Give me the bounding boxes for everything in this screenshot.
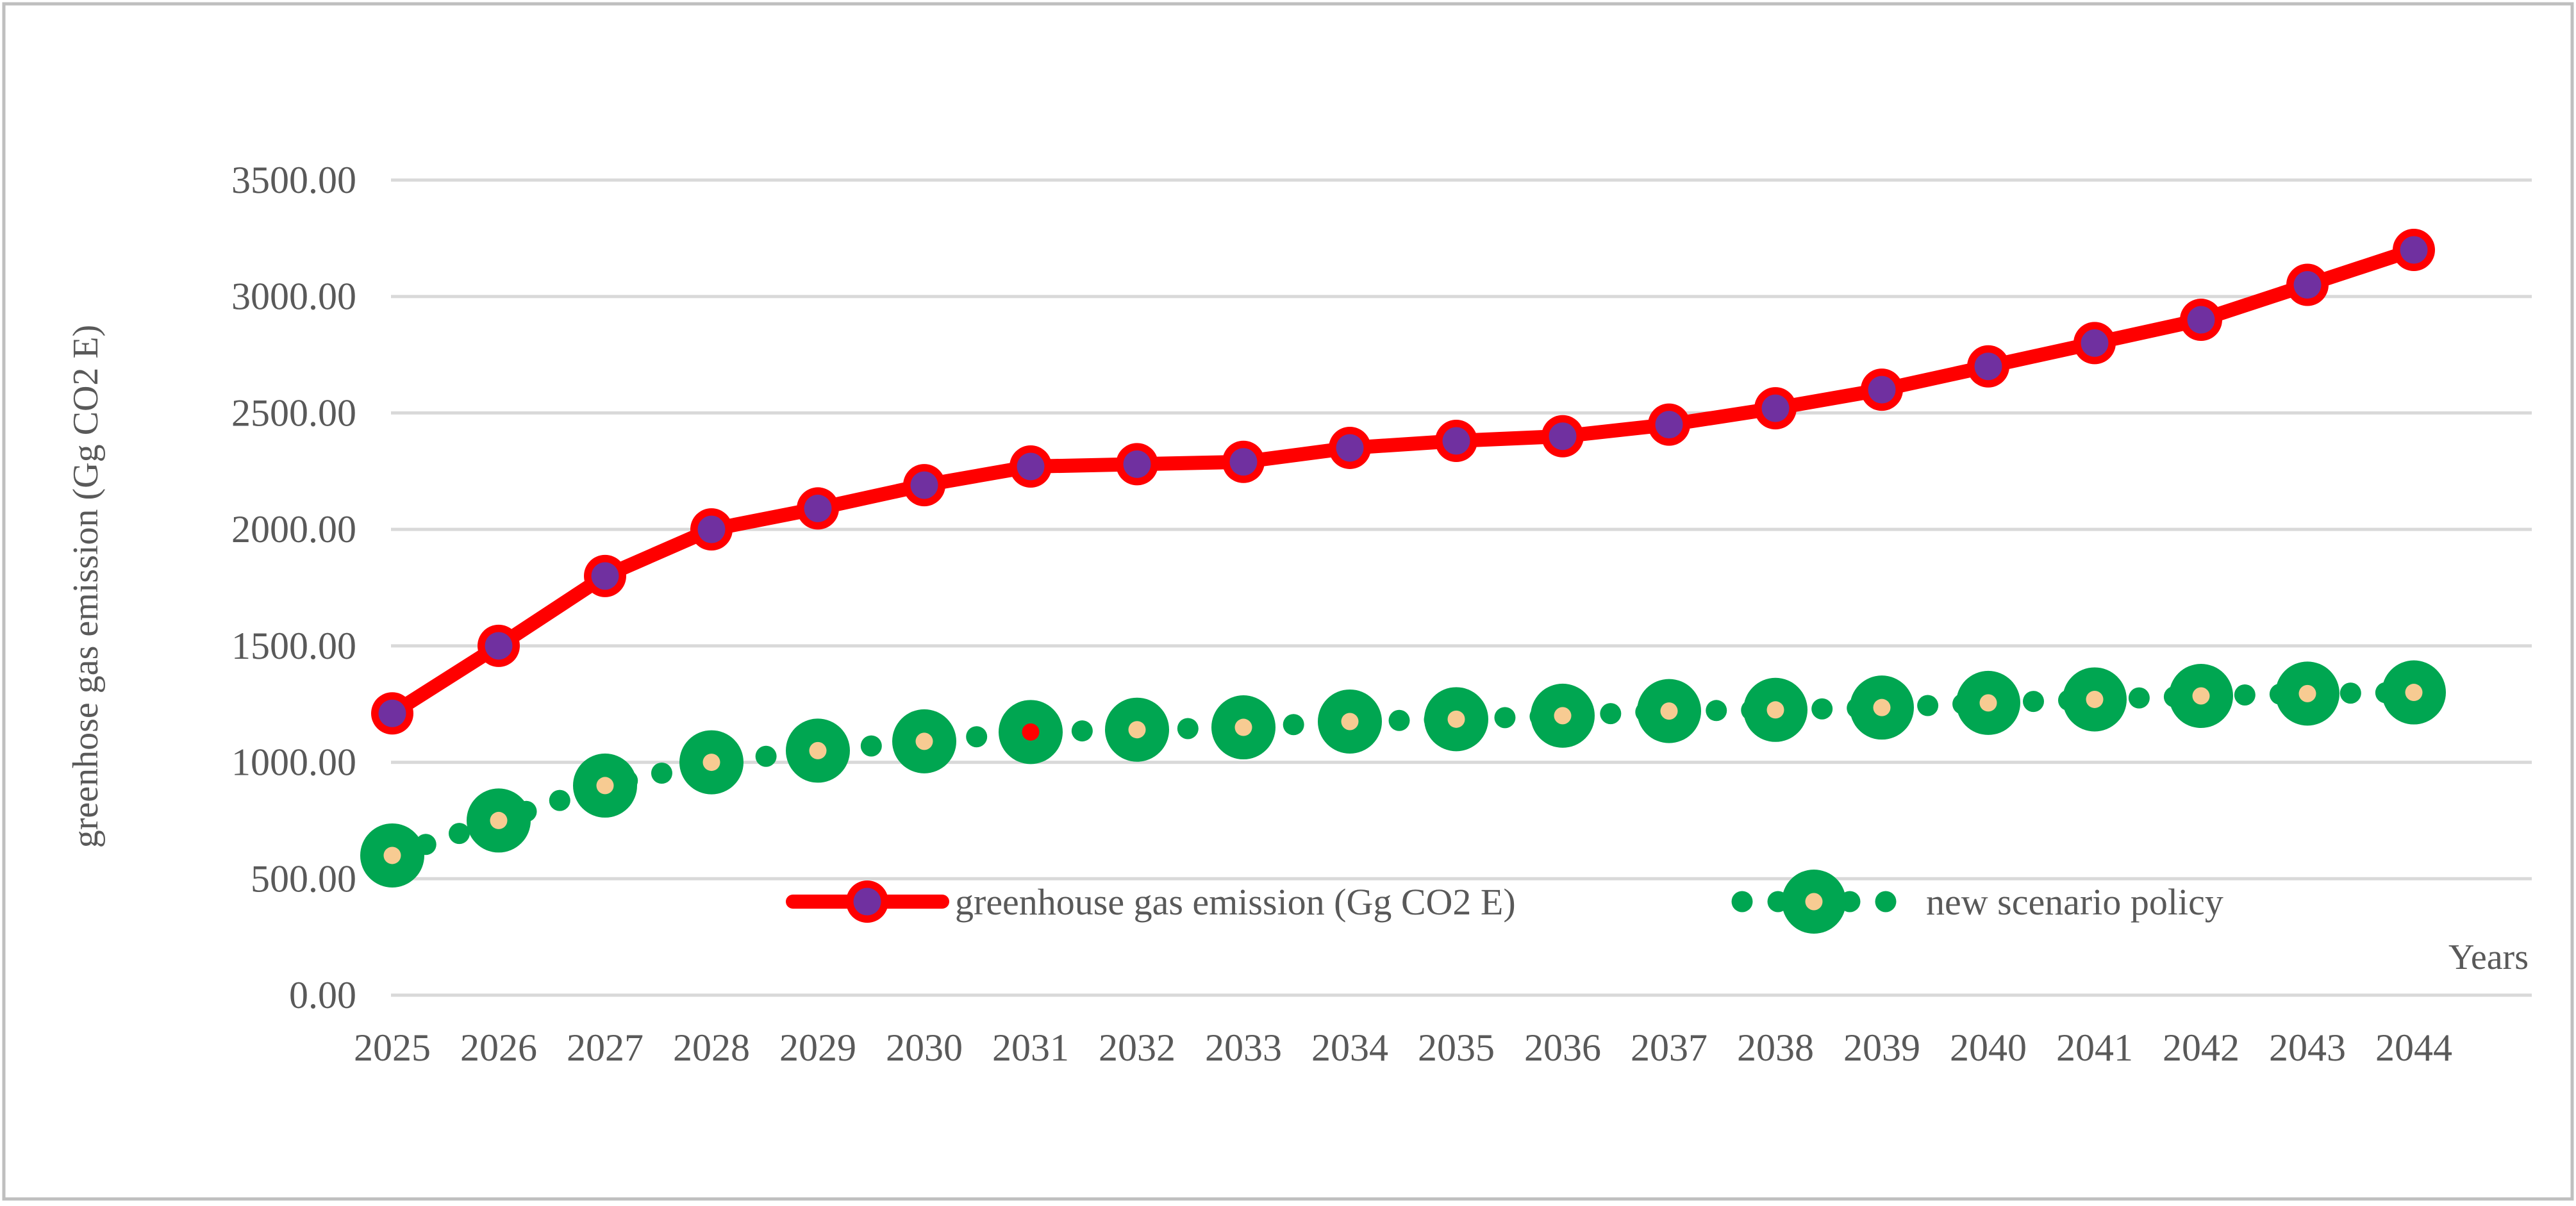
legend-label-emission: greenhouse gas emission (Gg CO2 E)	[955, 881, 1516, 923]
emission-data-point-center	[1336, 434, 1364, 462]
y-tick-label: 500.00	[251, 857, 356, 900]
policy-data-point-center	[490, 811, 508, 829]
emission-data-point-center	[1974, 352, 2002, 381]
policy-data-point-center	[915, 732, 933, 750]
emission-data-point-center	[2293, 271, 2322, 299]
x-tick-label: 2027	[567, 1027, 644, 1069]
y-tick-label: 3500.00	[231, 159, 356, 201]
x-axis-title: Years	[2448, 938, 2529, 977]
emission-data-point-center	[1123, 450, 1151, 478]
x-tick-label: 2042	[2163, 1027, 2239, 1069]
emission-data-point-center	[1017, 452, 1045, 481]
x-tick-label: 2028	[673, 1027, 750, 1069]
emission-data-point-center	[485, 632, 513, 660]
x-tick-label: 2025	[354, 1027, 431, 1069]
policy-data-point-center	[1341, 713, 1359, 731]
policy-data-point-center	[1979, 694, 1997, 712]
x-tick-label: 2040	[1950, 1027, 2027, 1069]
series-layer	[360, 229, 2446, 888]
emission-data-point-center	[1442, 427, 1470, 455]
emission-data-point-center	[591, 562, 619, 590]
x-tick-label: 2039	[1843, 1027, 1920, 1069]
policy-data-point-center	[383, 847, 401, 864]
x-tick-label: 2043	[2269, 1027, 2346, 1069]
y-tick-label: 0.00	[289, 974, 356, 1016]
x-tick-label: 2037	[1631, 1027, 1708, 1069]
y-axis-title: greenhose gas emission (Gg CO2 E)	[66, 325, 106, 848]
policy-data-point-center	[1447, 710, 1465, 728]
x-tick-label: 2032	[1099, 1027, 1176, 1069]
x-tick-label: 2034	[1311, 1027, 1388, 1069]
y-tick-label: 1000.00	[231, 741, 356, 784]
emission-data-point-center	[1549, 422, 1577, 450]
y-tick-label: 2000.00	[231, 508, 356, 550]
legend-sample-policy-dots	[1731, 870, 1897, 934]
x-tick-label: 2035	[1418, 1027, 1495, 1069]
policy-data-point-center	[2086, 690, 2104, 708]
x-axis-tick-labels: 2025 2026 2027 2028 2029 2030 2031 2032 2033 2034…	[354, 1027, 2452, 1069]
emission-data-point-center	[1655, 411, 1683, 439]
y-tick-label: 2500.00	[231, 392, 356, 434]
x-tick-label: 2033	[1205, 1027, 1282, 1069]
emission-data-point-center	[1761, 394, 1790, 422]
emission-data-point-center	[2081, 329, 2109, 357]
emission-data-point-center	[378, 699, 406, 727]
policy-data-point-center	[1554, 707, 1572, 725]
y-tick-label: 1500.00	[231, 625, 356, 667]
policy-data-point-center	[1766, 701, 1784, 719]
policy-data-point-center	[1234, 718, 1252, 736]
policy-data-point-center	[1128, 721, 1146, 739]
emission-data-point-center	[2400, 236, 2428, 264]
policy-data-point-center	[2405, 684, 2423, 702]
x-tick-label: 2041	[2056, 1027, 2133, 1069]
y-axis-tick-labels: 0.00 500.00 1000.00 1500.00 2000.00 2500.00 30…	[231, 159, 356, 1016]
emission-data-point-center	[1868, 376, 1896, 404]
x-tick-label: 2038	[1737, 1027, 1814, 1069]
policy-data-point-center	[1022, 723, 1040, 741]
legend-policy-dot	[1875, 891, 1897, 913]
legend-label-policy: new scenario policy	[1926, 881, 2223, 923]
y-tick-label: 3000.00	[231, 276, 356, 318]
emission-data-point-center	[804, 494, 832, 522]
policy-data-point-center	[1873, 698, 1891, 716]
x-tick-label: 2026	[460, 1027, 537, 1069]
legend-policy-marker-center	[1805, 893, 1823, 911]
policy-data-point-center	[2192, 687, 2210, 705]
policy-data-point-center	[1660, 702, 1678, 720]
policy-data-point-center	[596, 777, 614, 795]
x-tick-label: 2031	[992, 1027, 1069, 1069]
x-tick-label: 2029	[779, 1027, 856, 1069]
x-tick-label: 2044	[2375, 1027, 2452, 1069]
legend: greenhouse gas emission (Gg CO2 E) new s…	[786, 870, 2223, 934]
x-tick-label: 2030	[886, 1027, 963, 1069]
emission-data-point-center	[1229, 448, 1258, 476]
emission-data-point-center	[2187, 306, 2215, 334]
emission-data-point-center	[910, 471, 938, 499]
policy-data-point-center	[702, 754, 720, 772]
legend-emission-marker-center	[853, 888, 881, 916]
legend-sample-emission-line	[786, 880, 949, 923]
legend-policy-dot	[1731, 891, 1753, 913]
emission-data-point-center	[697, 515, 726, 543]
policy-data-point-center	[2298, 684, 2316, 702]
policy-data-point-center	[809, 741, 827, 759]
x-tick-label: 2036	[1524, 1027, 1601, 1069]
